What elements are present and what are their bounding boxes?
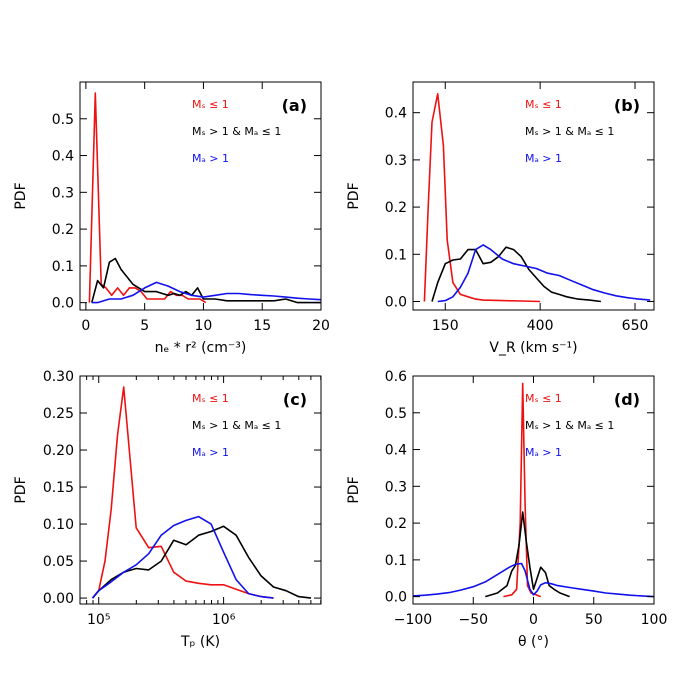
legend-entry-red: Mₛ ≤ 1 (525, 392, 562, 405)
y-tick-label: 0.3 (52, 185, 74, 201)
x-tick-label: 0 (529, 612, 538, 628)
x-axis-label: nₑ * r² (cm⁻³) (155, 340, 247, 356)
panel-c: 10⁵ 10⁶ 0.00 0.05 0.10 0.15 0.20 0.25 0.30 Tₚ (K)… (13, 369, 322, 650)
series-line-blue (91, 515, 274, 599)
y-tick-label: 0.2 (52, 222, 74, 238)
series-line-red (91, 386, 274, 599)
y-tick-label: 0.20 (43, 443, 74, 459)
x-tick-label: −100 (394, 612, 432, 628)
panel-a: 0 5 10 15 20 0.0 0.1 0.2 0.3 0.4 0.5 nₑ * r² (cm⁻³)… (13, 81, 330, 356)
series-line-black (485, 511, 570, 598)
x-tick-label: 10⁶ (212, 612, 236, 628)
panel-b: 150 400 650 0.0 0.1 0.2 0.3 0.4 V_R (km s⁻¹) PDF (… (346, 81, 655, 356)
x-tick-label: 10 (195, 318, 213, 334)
x-tick-label: −50 (458, 612, 488, 628)
series-line-blue (412, 562, 655, 598)
y-tick-label: 0.5 (385, 406, 407, 422)
x-tick-label: 100 (641, 612, 668, 628)
legend-entry-red: Mₛ ≤ 1 (192, 392, 229, 405)
y-tick-label: 0.4 (385, 443, 407, 459)
y-tick-label: 0.00 (43, 591, 74, 607)
legend-entry-red: Mₛ ≤ 1 (192, 98, 229, 111)
panel-label: (a) (282, 96, 307, 115)
y-tick-label: 0.5 (52, 112, 74, 128)
y-tick-label: 0.2 (385, 200, 407, 216)
x-tick-label: 50 (585, 612, 603, 628)
y-tick-label: 0.1 (385, 553, 407, 569)
series-line-red (423, 93, 541, 303)
y-tick-label: 0.4 (385, 106, 407, 122)
y-tick-label: 0.15 (43, 480, 74, 496)
series-line-blue (437, 244, 651, 303)
y-tick-label: 0.30 (43, 369, 74, 385)
y-tick-label: 0.1 (52, 259, 74, 275)
y-axis-label: PDF (346, 476, 362, 503)
x-tick-label: 15 (253, 318, 271, 334)
series-line-black (91, 257, 321, 304)
legend-entry-blue: Mₐ > 1 (192, 446, 229, 459)
y-tick-label: 0.25 (43, 406, 74, 422)
panel-label: (b) (614, 96, 640, 115)
x-tick-label: 20 (312, 318, 330, 334)
y-tick-label: 0.6 (385, 369, 407, 385)
legend-entry-black: Mₛ > 1 & Mₐ ≤ 1 (192, 125, 281, 138)
legend-entry-blue: Mₐ > 1 (525, 446, 562, 459)
legend-entry-black: Mₛ > 1 & Mₐ ≤ 1 (525, 419, 614, 432)
y-tick-label: 0.05 (43, 554, 74, 570)
series-line-black (91, 525, 312, 599)
y-tick-label: 0.0 (385, 590, 407, 606)
x-tick-label: 5 (140, 318, 149, 334)
y-tick-label: 0.1 (385, 247, 407, 263)
axes-frame (412, 375, 655, 605)
x-axis-label: θ (°) (518, 634, 549, 650)
legend-entry-blue: Mₐ > 1 (192, 152, 229, 165)
y-axis-label: PDF (346, 182, 362, 209)
x-axis-label: Tₚ (K) (180, 634, 220, 650)
y-tick-label: 0.2 (385, 516, 407, 532)
x-axis-label: V_R (km s⁻¹) (489, 340, 577, 356)
series-line-blue (91, 281, 322, 304)
x-tick-label: 10⁵ (87, 612, 110, 628)
x-tick-label: 650 (622, 318, 649, 334)
y-tick-label: 0.3 (385, 479, 407, 495)
legend-entry-black: Mₛ > 1 & Mₐ ≤ 1 (525, 125, 614, 138)
y-tick-label: 0.3 (385, 153, 407, 169)
panel-label: (d) (614, 390, 640, 409)
panel-label: (c) (283, 390, 307, 409)
y-axis-label: PDF (13, 476, 29, 503)
legend-entry-black: Mₛ > 1 & Mₐ ≤ 1 (192, 419, 281, 432)
y-tick-label: 0.10 (43, 517, 74, 533)
x-tick-label: 0 (81, 318, 90, 334)
axes-frame (412, 81, 655, 311)
y-axis-label: PDF (13, 182, 29, 209)
legend-entry-blue: Mₐ > 1 (525, 152, 562, 165)
axes-frame (79, 375, 322, 605)
series-line-black (431, 246, 601, 303)
axes-frame (79, 81, 322, 311)
x-tick-label: 150 (432, 318, 459, 334)
series-line-red (88, 92, 207, 304)
y-tick-label: 0.0 (52, 296, 74, 312)
panel-d: −100 −50 0 50 100 0.0 0.1 0.2 0.3 0.4 0.5 0.6 θ (°) P… (346, 369, 667, 650)
y-tick-label: 0.0 (385, 295, 407, 311)
x-tick-label: 400 (527, 318, 554, 334)
y-tick-label: 0.4 (52, 149, 74, 165)
legend-entry-red: Mₛ ≤ 1 (525, 98, 562, 111)
